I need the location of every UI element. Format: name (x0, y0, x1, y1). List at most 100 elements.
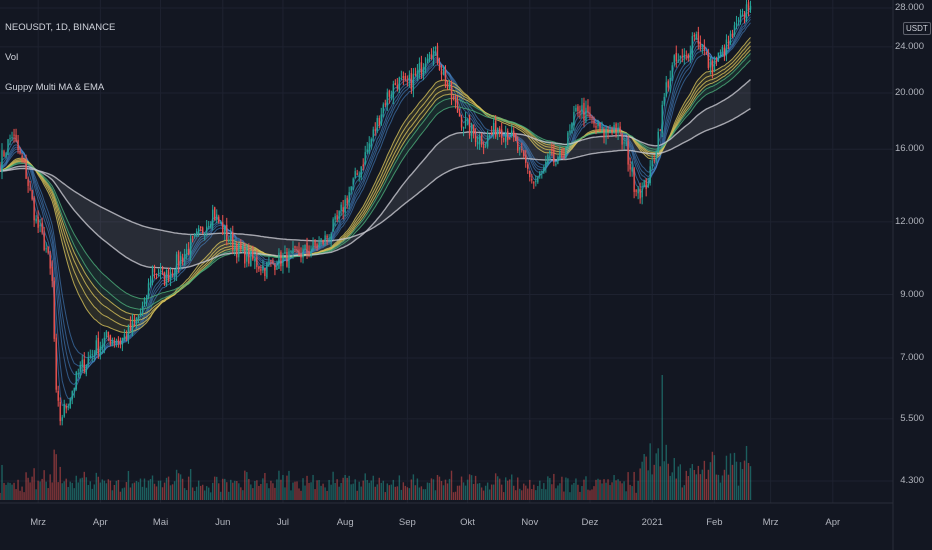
candle-body (97, 337, 100, 354)
candle-body (517, 141, 519, 151)
volume-bar (89, 481, 92, 500)
volume-bar (591, 489, 593, 500)
volume-bar (131, 483, 134, 500)
candle-body (511, 130, 513, 137)
price-tick-label: 20.000 (894, 86, 924, 98)
volume-bar (171, 484, 174, 500)
volume-bar (121, 488, 124, 500)
volume-bar (681, 487, 683, 500)
candle-body (145, 298, 148, 300)
candle-body (179, 255, 182, 265)
volume-bar (69, 481, 71, 500)
candle-body (19, 150, 21, 154)
volume-bar (151, 475, 154, 500)
volume-bar (266, 483, 268, 500)
volume-bar (593, 486, 595, 500)
volume-bar (147, 480, 150, 500)
candle-body (500, 129, 503, 139)
candle-body (119, 340, 122, 344)
volume-bar (95, 472, 98, 500)
candle-body (91, 354, 94, 356)
candle-body (735, 22, 738, 26)
volume-bar (609, 485, 611, 500)
volume-bar (434, 490, 437, 500)
candle-body (400, 78, 403, 80)
candle-body (731, 33, 734, 37)
volume-bar (296, 481, 298, 500)
volume-bar (559, 483, 561, 500)
candle-body (238, 242, 240, 258)
volume-bar (338, 486, 340, 500)
volume-bar (448, 478, 451, 500)
time-tick-label: Apr (825, 517, 841, 528)
candle-body (318, 241, 320, 248)
candle-body (450, 82, 453, 99)
candle-body (410, 73, 413, 90)
volume-bar (189, 469, 192, 500)
candle-body (635, 190, 637, 192)
volume-bar (163, 482, 166, 500)
volume-bar (671, 472, 673, 500)
volume-bar (35, 489, 37, 500)
candle-body (81, 359, 83, 367)
candle-body (444, 70, 447, 86)
candle-body (747, 2, 750, 10)
volume-bar (380, 482, 382, 500)
candle-body (43, 233, 45, 250)
volume-bar (727, 474, 730, 500)
volume-bar (565, 477, 567, 500)
candle-body (515, 134, 517, 142)
candle-body (438, 62, 441, 71)
volume-bar (382, 480, 384, 500)
volume-bar (220, 491, 222, 500)
volume-bar (290, 490, 292, 500)
legend-indicator[interactable]: Guppy Multi MA & EMA (5, 82, 105, 93)
volume-bar (244, 470, 246, 500)
legend-volume[interactable]: Vol (5, 52, 19, 63)
time-tick-label: Feb (706, 517, 723, 528)
candle-body (310, 250, 312, 254)
time-tick-label: Nov (521, 517, 539, 528)
legend-symbol[interactable]: NEOUSDT, 1D, BINANCE (5, 22, 116, 33)
volume-bar (366, 480, 368, 500)
volume-bar (27, 477, 29, 500)
candle-body (360, 166, 362, 178)
volume-bar (101, 479, 104, 500)
volume-bar (404, 485, 407, 500)
volume-bar (458, 485, 461, 500)
volume-bar (53, 449, 55, 500)
candle-body (689, 52, 692, 61)
candle-body (163, 272, 166, 286)
candle-body (99, 346, 102, 356)
volume-bar (711, 451, 714, 500)
volume-bar (218, 483, 220, 500)
volume-bar (679, 464, 681, 500)
volume-bar (394, 486, 397, 500)
candle-body (707, 54, 710, 69)
volume-bar (414, 485, 417, 500)
candle-body (430, 54, 433, 59)
candle-body (336, 215, 338, 220)
volume-bar (587, 489, 589, 500)
candle-body (683, 54, 686, 58)
volume-bar (697, 465, 700, 500)
candle-body (254, 258, 256, 262)
candle-body (234, 246, 236, 251)
ema-line-10 (0, 16, 751, 376)
volume-bar (484, 485, 487, 500)
candle-body (256, 256, 258, 268)
volume-bar (9, 482, 11, 500)
candle-body (384, 103, 386, 105)
candle-body (442, 72, 445, 75)
candle-body (390, 94, 393, 97)
candle-body (210, 224, 212, 228)
volume-bar (531, 489, 533, 500)
candle-body (629, 163, 631, 170)
volume-bar (647, 470, 649, 500)
candle-body (87, 357, 89, 363)
candle-body (468, 116, 471, 136)
candle-body (547, 154, 549, 164)
candle-body (613, 125, 615, 132)
candle-body (153, 268, 156, 273)
